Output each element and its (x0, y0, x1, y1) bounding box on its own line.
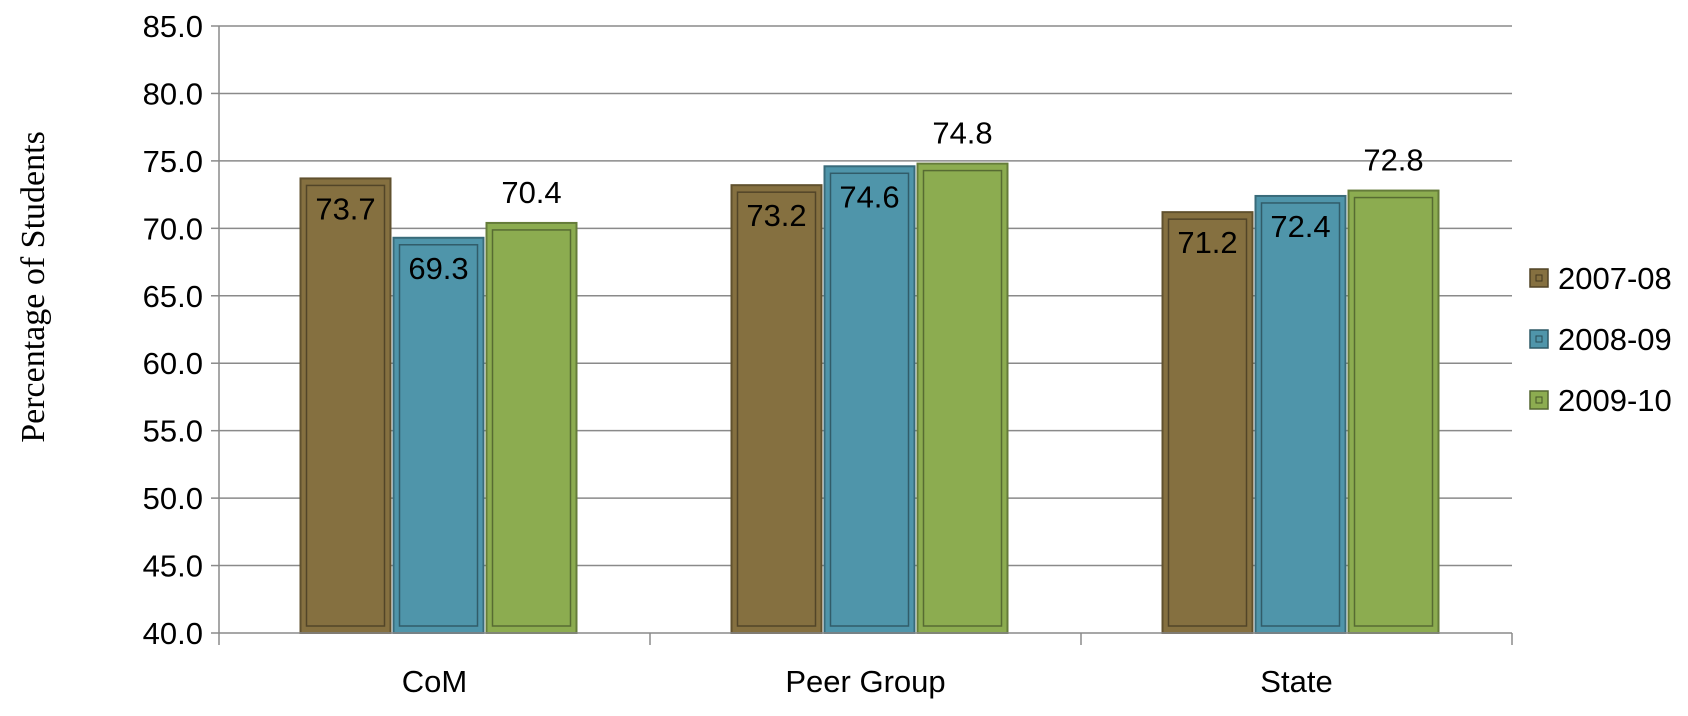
bar (1347, 189, 1440, 634)
bars (299, 162, 1440, 635)
legend: 2007-08 2008-09 2009-10 (1529, 261, 1672, 418)
y-tick-label: 45.0 (143, 549, 203, 584)
bar (916, 162, 1009, 634)
y-tick-label: 85.0 (143, 9, 203, 44)
bar-inner-border (829, 172, 910, 627)
bar-inner-border (922, 169, 1003, 627)
bar (730, 184, 823, 634)
bar (1254, 194, 1347, 635)
data-labels: 73.7 69.3 70.4 73.2 74.6 74.8 71.2 72.4 72.8 (315, 116, 1423, 286)
legend-swatch (1529, 390, 1549, 410)
bar-inner-border (736, 191, 817, 627)
bar (823, 165, 916, 634)
legend-swatch-inner (1535, 396, 1543, 404)
legend-swatch (1529, 329, 1549, 349)
legend-swatch (1529, 268, 1549, 288)
data-label: 74.6 (839, 179, 899, 214)
data-label: 72.8 (1363, 143, 1423, 178)
data-label: 72.4 (1270, 209, 1330, 244)
axes: 40.0 45.0 50.0 55.0 60.0 65.0 70.0 75.0 80.0 85.0… (143, 9, 1513, 699)
bar-inner-border (305, 184, 386, 627)
data-label: 71.2 (1177, 225, 1237, 260)
legend-label: 2007-08 (1558, 261, 1672, 296)
bar-inner-border (1167, 218, 1248, 627)
y-tick-label: 80.0 (143, 76, 203, 111)
bar (392, 236, 485, 635)
legend-swatch-inner (1535, 335, 1543, 343)
y-tick-label: 40.0 (143, 616, 203, 651)
y-tick-label: 75.0 (143, 144, 203, 179)
x-category-label: CoM (402, 664, 467, 699)
x-category-label: Peer Group (785, 664, 945, 699)
legend-label: 2008-09 (1558, 322, 1672, 357)
bar (1161, 211, 1254, 634)
bar (485, 221, 578, 634)
y-tick-label: 60.0 (143, 346, 203, 381)
bar-inner-border (1260, 202, 1341, 627)
x-category-label: State (1260, 664, 1332, 699)
bar-inner-border (491, 229, 572, 627)
data-label: 73.2 (746, 198, 806, 233)
y-tick-label: 55.0 (143, 414, 203, 449)
y-tick-label: 70.0 (143, 211, 203, 246)
legend-label: 2009-10 (1558, 383, 1672, 418)
bar-inner-border (1353, 196, 1434, 627)
data-label: 70.4 (501, 175, 561, 210)
bar-inner-border (398, 244, 479, 627)
y-axis-title: Percentage of Students (15, 131, 52, 443)
legend-swatch-inner (1535, 274, 1543, 282)
data-label: 69.3 (408, 251, 468, 286)
y-tick-label: 50.0 (143, 481, 203, 516)
bar (299, 177, 392, 634)
data-label: 74.8 (932, 116, 992, 151)
y-tick-label: 65.0 (143, 279, 203, 314)
data-label: 73.7 (315, 191, 375, 226)
